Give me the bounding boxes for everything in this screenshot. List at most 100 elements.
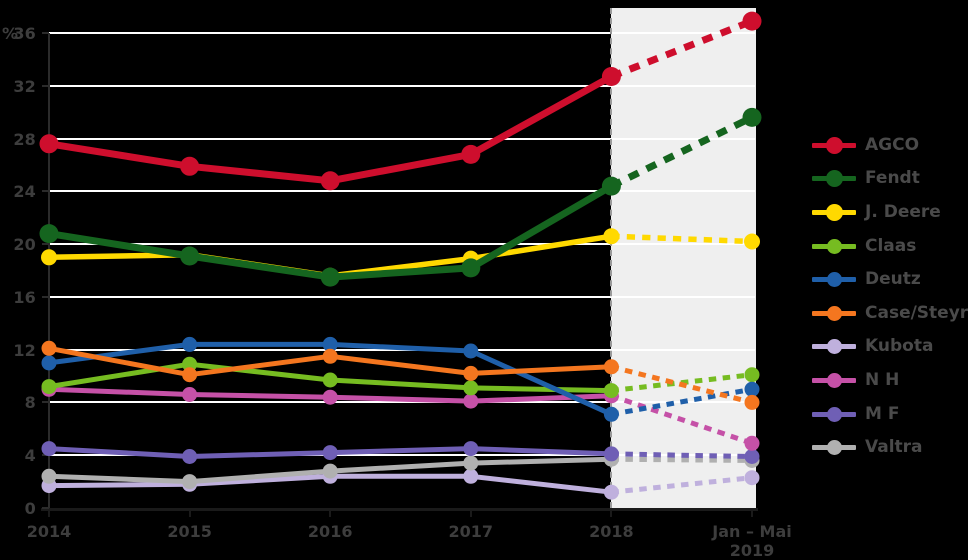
legend-swatch-icon [812, 271, 856, 288]
y-tick-mark [42, 507, 49, 509]
series-fendt [39, 107, 762, 287]
x-tick-label: 2016 [307, 522, 353, 541]
data-point [39, 134, 59, 154]
data-point [744, 435, 760, 451]
data-point [180, 156, 200, 176]
series-m-f [41, 441, 760, 464]
legend-label: J. Deere [865, 201, 941, 222]
legend-swatch-icon [812, 238, 856, 254]
y-tick-mark [42, 32, 49, 34]
legend-label: AGCO [865, 134, 920, 155]
y-tick-label: 4 [24, 446, 36, 466]
data-point [461, 144, 481, 164]
y-tick-mark [42, 295, 49, 298]
data-point [603, 383, 619, 399]
x-tick-label: Jan – Mai 2019 [712, 522, 792, 560]
data-point [744, 367, 760, 383]
forecast-divider-line [610, 8, 614, 508]
legend-item-kubota[interactable]: Kubota [812, 330, 968, 364]
x-tick-mark [329, 509, 332, 517]
legend-item-valtra[interactable]: Valtra [812, 430, 968, 464]
legend-item-claas[interactable]: Claas [812, 229, 968, 263]
legend-item-n-h[interactable]: N H [812, 363, 968, 397]
series-line-forecast [610, 386, 753, 417]
data-point [182, 356, 198, 372]
data-point [182, 449, 198, 464]
data-point [603, 446, 619, 462]
legend-swatch-icon [812, 170, 856, 188]
y-tick-label: 28 [13, 129, 36, 149]
legend-swatch-icon [812, 305, 856, 321]
y-tick-label: 32 [13, 76, 36, 96]
data-point [744, 381, 760, 397]
data-point [320, 267, 340, 287]
series-agco [39, 11, 762, 191]
legend-item-deutz[interactable]: Deutz [812, 262, 968, 296]
data-point [603, 228, 620, 245]
legend-label: Valtra [865, 437, 923, 458]
forecast-shaded-band [611, 8, 756, 508]
legend-item-agco[interactable]: AGCO [812, 128, 968, 162]
x-axis-line [41, 508, 758, 511]
data-point [603, 484, 619, 500]
y-tick-label: 0 [24, 499, 36, 518]
plot-area: 36 32 28 24 20 16 12 8 4 0 2014 2015 2016 2017 2018 Ja… [2, 8, 792, 560]
x-tick-label: 2017 [448, 522, 494, 541]
data-point [744, 449, 760, 464]
data-point [182, 474, 198, 490]
data-point [41, 441, 57, 457]
data-point [463, 393, 479, 409]
gridline [49, 137, 755, 140]
data-point [742, 107, 762, 127]
data-point [322, 348, 338, 364]
data-point [322, 372, 338, 388]
legend-label: Kubota [865, 336, 934, 357]
legend-label: Deutz [865, 269, 921, 290]
x-tick-mark [48, 509, 50, 517]
data-point [41, 355, 57, 371]
y-tick-mark [42, 401, 49, 404]
data-point [603, 359, 619, 375]
data-point [463, 441, 479, 457]
data-point [182, 367, 198, 383]
data-point [180, 246, 200, 266]
data-point [182, 336, 198, 352]
legend-item-m-f[interactable]: M F [812, 397, 968, 431]
data-point [603, 406, 619, 422]
legend-label: Case/Steyr [865, 302, 968, 323]
data-point [182, 387, 198, 402]
data-point [463, 468, 479, 484]
y-tick-mark [42, 84, 49, 87]
series-line-forecast [610, 17, 754, 80]
y-tick-label: 24 [13, 182, 36, 202]
data-point [601, 176, 621, 196]
data-point [322, 463, 338, 479]
y-axis-unit-label: % [2, 24, 19, 43]
gridline [49, 295, 755, 298]
data-point [320, 171, 340, 191]
data-point [41, 249, 57, 266]
data-point [41, 379, 57, 395]
series-line-forecast [610, 393, 753, 446]
series-line-forecast [611, 456, 753, 463]
legend-swatch-icon [812, 439, 856, 456]
x-tick-mark [751, 509, 753, 517]
data-point [744, 394, 760, 410]
x-tick-mark [188, 509, 191, 517]
data-point [601, 67, 621, 86]
legend-item-case-steyr[interactable]: Case/Steyr [812, 296, 968, 330]
x-tick-label: 2018 [589, 522, 634, 541]
y-tick-label: 8 [24, 393, 36, 413]
data-point [39, 224, 59, 244]
legend-item-fendt[interactable]: Fendt [812, 162, 968, 196]
data-point [322, 445, 338, 461]
legend-item-j-deere[interactable]: J. Deere [812, 195, 968, 229]
series-kubota [41, 468, 760, 500]
legend-label: N H [865, 369, 900, 390]
legend-swatch-icon [812, 136, 856, 154]
gridline [49, 32, 755, 34]
series-lines [39, 11, 762, 500]
y-axis-line [48, 33, 50, 510]
data-point [463, 343, 479, 359]
